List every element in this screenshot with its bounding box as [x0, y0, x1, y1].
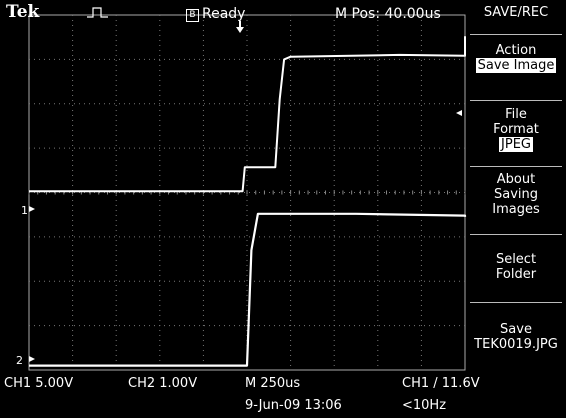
menu-divider	[470, 34, 562, 35]
softkey-save-filename: TEK0019.JPG	[474, 337, 558, 352]
softkey-save-line1: Save	[500, 322, 532, 337]
trigger-frequency-readout: <10Hz	[402, 398, 447, 413]
menu-title-wrap: M Pos: 40.00us	[335, 6, 441, 22]
softkey-save[interactable]: Save TEK0019.JPG	[466, 322, 566, 352]
softkey-file-format-value: JPEG	[499, 137, 533, 152]
softkey-file-format[interactable]: File Format JPEG	[466, 107, 566, 152]
trigger-edge-icon	[87, 7, 108, 18]
trigger-position-icon	[236, 27, 244, 33]
softkey-file-format-line2: Format	[493, 122, 539, 137]
trigger-readout: CH1 / 11.6V	[402, 376, 480, 391]
waveform-traces	[29, 36, 467, 367]
waveform-ch2	[29, 212, 467, 367]
ch2-ground-icon	[29, 356, 35, 362]
trigger-position-stem	[239, 21, 241, 28]
horizontal-position: M Pos: 40.00us	[335, 6, 441, 22]
ch1-ground-icon	[29, 206, 35, 212]
ch2-scale-readout: CH2 1.00V	[128, 376, 198, 391]
softkey-file-format-line1: File	[505, 107, 527, 122]
ch1-marker-label: 1	[21, 204, 28, 217]
softkey-select-folder[interactable]: Select Folder	[466, 252, 566, 282]
softkey-select-folder-line2: Folder	[495, 267, 537, 282]
trigger-level-icon	[456, 110, 462, 116]
ch2-marker-label: 2	[16, 354, 23, 367]
graticule-grid	[28, 15, 466, 370]
ch1-scale-readout: CH1 5.00V	[4, 376, 74, 391]
brand-logo: Tek	[6, 2, 40, 22]
softkey-action-label: Action	[495, 43, 537, 58]
stop-box-icon: B	[186, 9, 199, 22]
date-time-readout: 9-Jun-09 13:06	[245, 398, 342, 413]
timebase-readout: M 250us	[245, 376, 301, 391]
menu-title: SAVE/REC	[483, 5, 549, 20]
menu-divider	[470, 100, 562, 101]
acquisition-status-text: Ready	[202, 6, 246, 22]
softkey-about-line2: Saving	[493, 187, 538, 202]
acquisition-status: B Ready	[186, 6, 245, 22]
softkey-about-saving-images[interactable]: About Saving Images	[466, 172, 566, 217]
menu-divider	[470, 166, 562, 167]
softkey-action[interactable]: Action Save Image	[466, 43, 566, 73]
side-menu: SAVE/REC Action Save Image File Format J…	[466, 0, 566, 372]
menu-divider	[470, 302, 562, 303]
softkey-about-line3: Images	[492, 202, 540, 217]
softkey-about-line1: About	[496, 172, 536, 187]
menu-divider	[470, 234, 562, 235]
softkey-select-folder-line1: Select	[495, 252, 537, 267]
waveform-ch1	[29, 36, 466, 193]
softkey-action-value: Save Image	[475, 58, 557, 73]
